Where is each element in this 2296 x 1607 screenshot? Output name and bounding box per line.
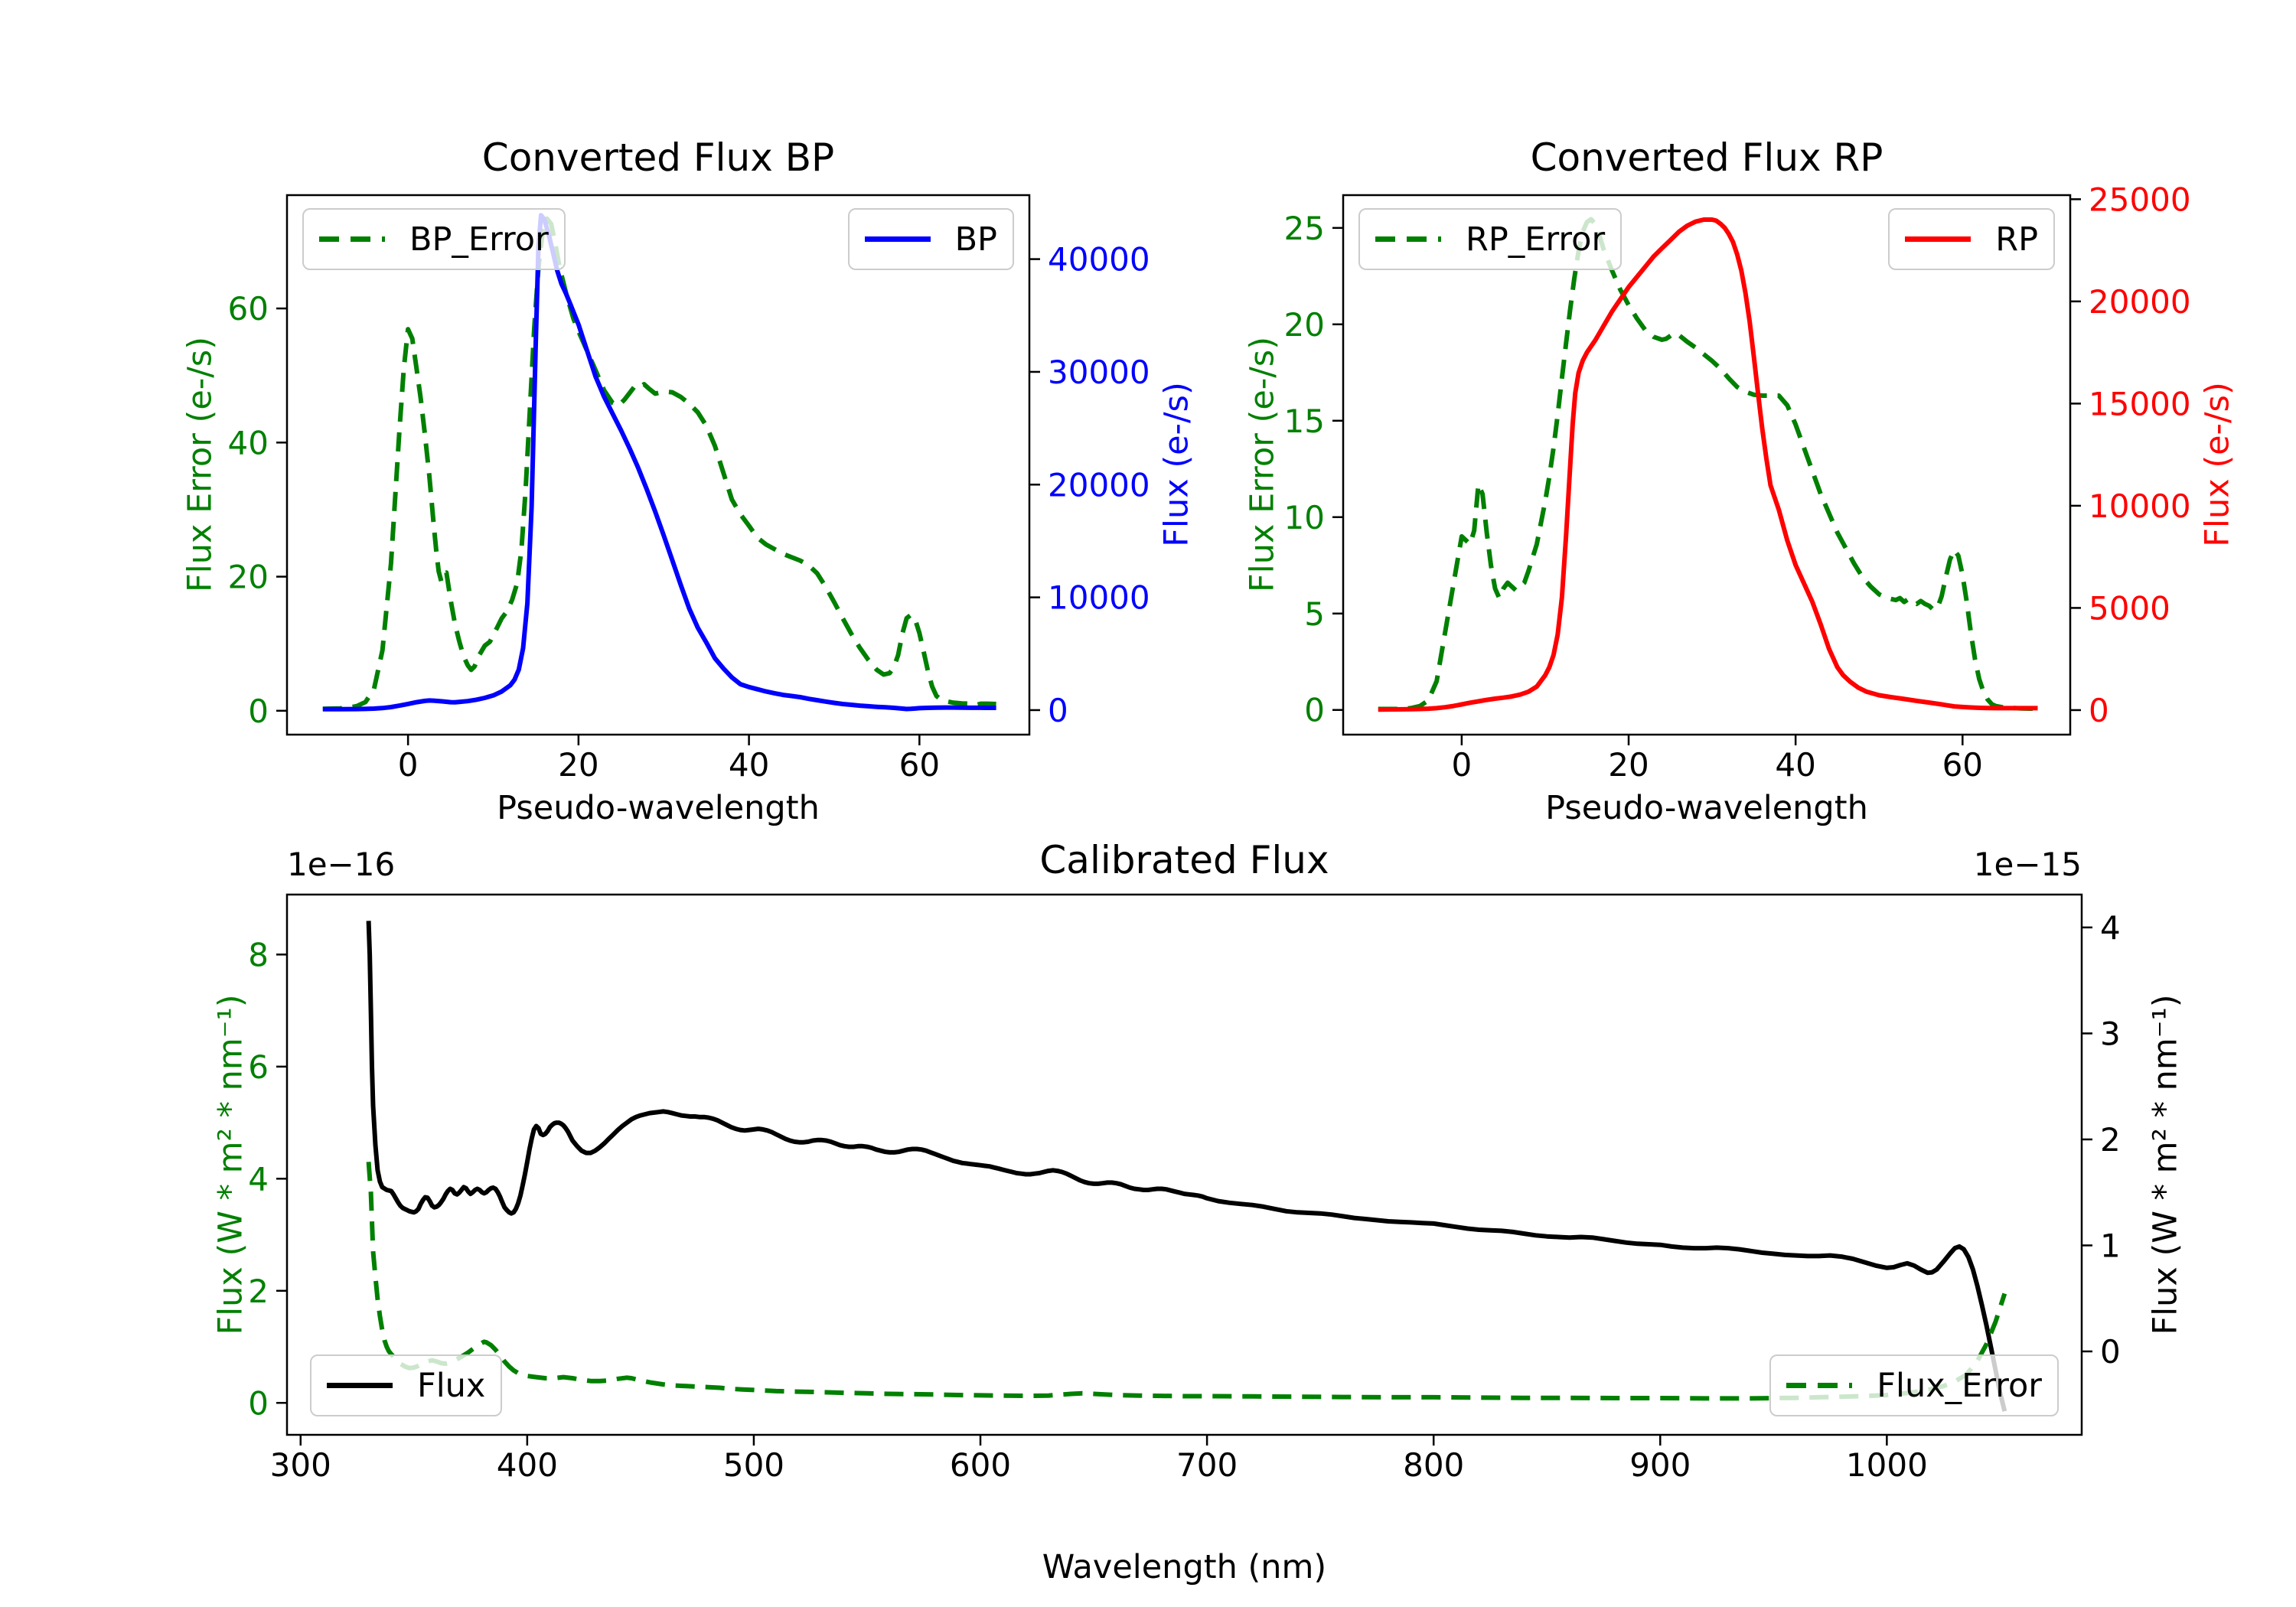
y-right-tick-label: 1 (2100, 1227, 2121, 1264)
x-tick-label: 600 (950, 1446, 1011, 1484)
y-right-tick-label: 0 (2100, 1333, 2121, 1371)
x-tick-label: 40 (1775, 746, 1815, 784)
x-tick-label: 60 (1942, 746, 1983, 784)
x-tick-label: 1000 (1846, 1446, 1928, 1484)
flux-legend-sample-line (327, 1383, 393, 1388)
y-right-tick-label: 20000 (1048, 466, 1150, 504)
y-left-tick-label: 15 (1284, 403, 1325, 440)
rp-legend-sample-line (1905, 236, 1971, 242)
axes-frame (1342, 194, 2072, 736)
bp-legend-sample-line (864, 236, 931, 242)
bp-error-legend: BP_Error (302, 208, 566, 270)
bp-chart: 0 20 40 60 0 20 40 60 0 10000 20000 30000 40000 (228, 194, 1150, 784)
rp-error-legend: RP_Error (1358, 208, 1623, 270)
calibrated-chart-title: Calibrated Flux (1039, 838, 1329, 882)
bp-legend-label: BP (954, 220, 997, 259)
y-right-tick-label: 25000 (2089, 181, 2191, 218)
flux-legend-label: Flux (417, 1366, 486, 1405)
y-left-tick-label: 2 (248, 1273, 269, 1310)
y-left-tick-label: 0 (248, 693, 269, 730)
rp-error-legend-label: RP_Error (1466, 220, 1606, 259)
flux-error-legend-sample-line (1786, 1383, 1853, 1388)
cal-xaxis-label: Wavelength (nm) (1042, 1548, 1327, 1586)
y-left-tick-label: 25 (1284, 210, 1325, 247)
axes-frame (285, 893, 2083, 1436)
cal-yright-label: Flux (W * m² * nm⁻¹) (2146, 994, 2185, 1335)
bp-yright-label: Flux (e-/s) (1157, 382, 1196, 547)
flux-error-legend-label: Flux_Error (1877, 1366, 2042, 1405)
series-line-BP_Error (322, 216, 996, 712)
cal-yleft-offset-text: 1e−16 (287, 846, 396, 883)
y-right-tick-label: 40000 (1048, 241, 1150, 279)
y-right-tick-label: 15000 (2089, 385, 2191, 422)
rp-xaxis-label: Pseudo-wavelength (1545, 789, 1868, 827)
y-right-tick-label: 10000 (1048, 579, 1150, 617)
series-line-Flux_Error (366, 1162, 2007, 1401)
y-right-tick-label: 0 (1048, 692, 1068, 729)
y-right-tick-label: 2 (2100, 1121, 2121, 1159)
rp-yleft-label: Flux Error (e-/s) (1243, 337, 1282, 592)
y-left-tick-label: 0 (1304, 692, 1325, 729)
series-line-Flux (366, 921, 2007, 1412)
bp-chart-title: Converted Flux BP (481, 135, 835, 180)
y-left-tick-label: 4 (248, 1160, 269, 1198)
y-right-tick-label: 0 (2089, 692, 2109, 729)
x-tick-label: 700 (1176, 1446, 1238, 1484)
bp-yleft-label: Flux Error (e-/s) (181, 337, 220, 592)
x-tick-label: 300 (270, 1446, 331, 1484)
rp-legend: RP (1888, 208, 2055, 270)
rp-chart-title: Converted Flux RP (1530, 135, 1883, 180)
y-right-tick-label: 4 (2100, 909, 2121, 947)
y-left-tick-label: 20 (1284, 306, 1325, 344)
y-right-tick-label: 10000 (2089, 487, 2191, 525)
series-line-RP (1378, 217, 2038, 712)
y-right-tick-label: 5000 (2089, 589, 2170, 627)
x-tick-label: 40 (729, 746, 769, 784)
flux-error-legend: Flux_Error (1769, 1354, 2059, 1416)
y-left-tick-label: 40 (228, 424, 269, 461)
bp-xaxis-label: Pseudo-wavelength (497, 789, 820, 827)
bp-error-legend-label: BP_Error (409, 220, 549, 259)
y-left-tick-label: 5 (1304, 595, 1325, 633)
cal-yleft-label: Flux (W * m² * nm⁻¹) (211, 994, 250, 1335)
rp-chart: 0 20 40 60 0 5 10 15 20 25 0 5000 10000 15000 20000 250… (1284, 181, 2191, 784)
x-tick-label: 900 (1629, 1446, 1691, 1484)
cal-yright-offset-text: 1e−15 (1973, 846, 2082, 883)
y-left-tick-label: 10 (1284, 499, 1325, 536)
y-left-tick-label: 20 (228, 559, 269, 596)
rp-error-legend-sample-line (1375, 236, 1441, 242)
x-tick-label: 20 (558, 746, 598, 784)
y-right-tick-label: 30000 (1048, 354, 1150, 391)
cal-chart: 300 400 500 600 700 800 900 1000 0 2 4 6 8 0 1 2 3 4 (248, 893, 2121, 1484)
bp-error-legend-sample-line (319, 236, 385, 242)
series-line-BP (322, 213, 996, 712)
x-tick-label: 0 (398, 746, 419, 784)
x-tick-label: 0 (1452, 746, 1473, 784)
y-left-tick-label: 0 (248, 1384, 269, 1422)
y-right-tick-label: 3 (2100, 1015, 2121, 1052)
rp-legend-label: RP (1995, 220, 2038, 259)
flux-legend: Flux (310, 1354, 503, 1416)
x-tick-label: 20 (1608, 746, 1649, 784)
bp-legend: BP (847, 208, 1014, 270)
x-tick-label: 400 (497, 1446, 558, 1484)
series-line-RP_Error (1378, 217, 2038, 712)
rp-yright-label: Flux (e-/s) (2198, 382, 2237, 547)
y-left-tick-label: 8 (248, 936, 269, 973)
y-right-tick-label: 20000 (2089, 283, 2191, 321)
x-tick-label: 800 (1403, 1446, 1464, 1484)
x-tick-label: 500 (723, 1446, 784, 1484)
axes-frame (285, 194, 1031, 736)
y-left-tick-label: 6 (248, 1048, 269, 1086)
y-left-tick-label: 60 (228, 290, 269, 328)
x-tick-label: 60 (899, 746, 940, 784)
